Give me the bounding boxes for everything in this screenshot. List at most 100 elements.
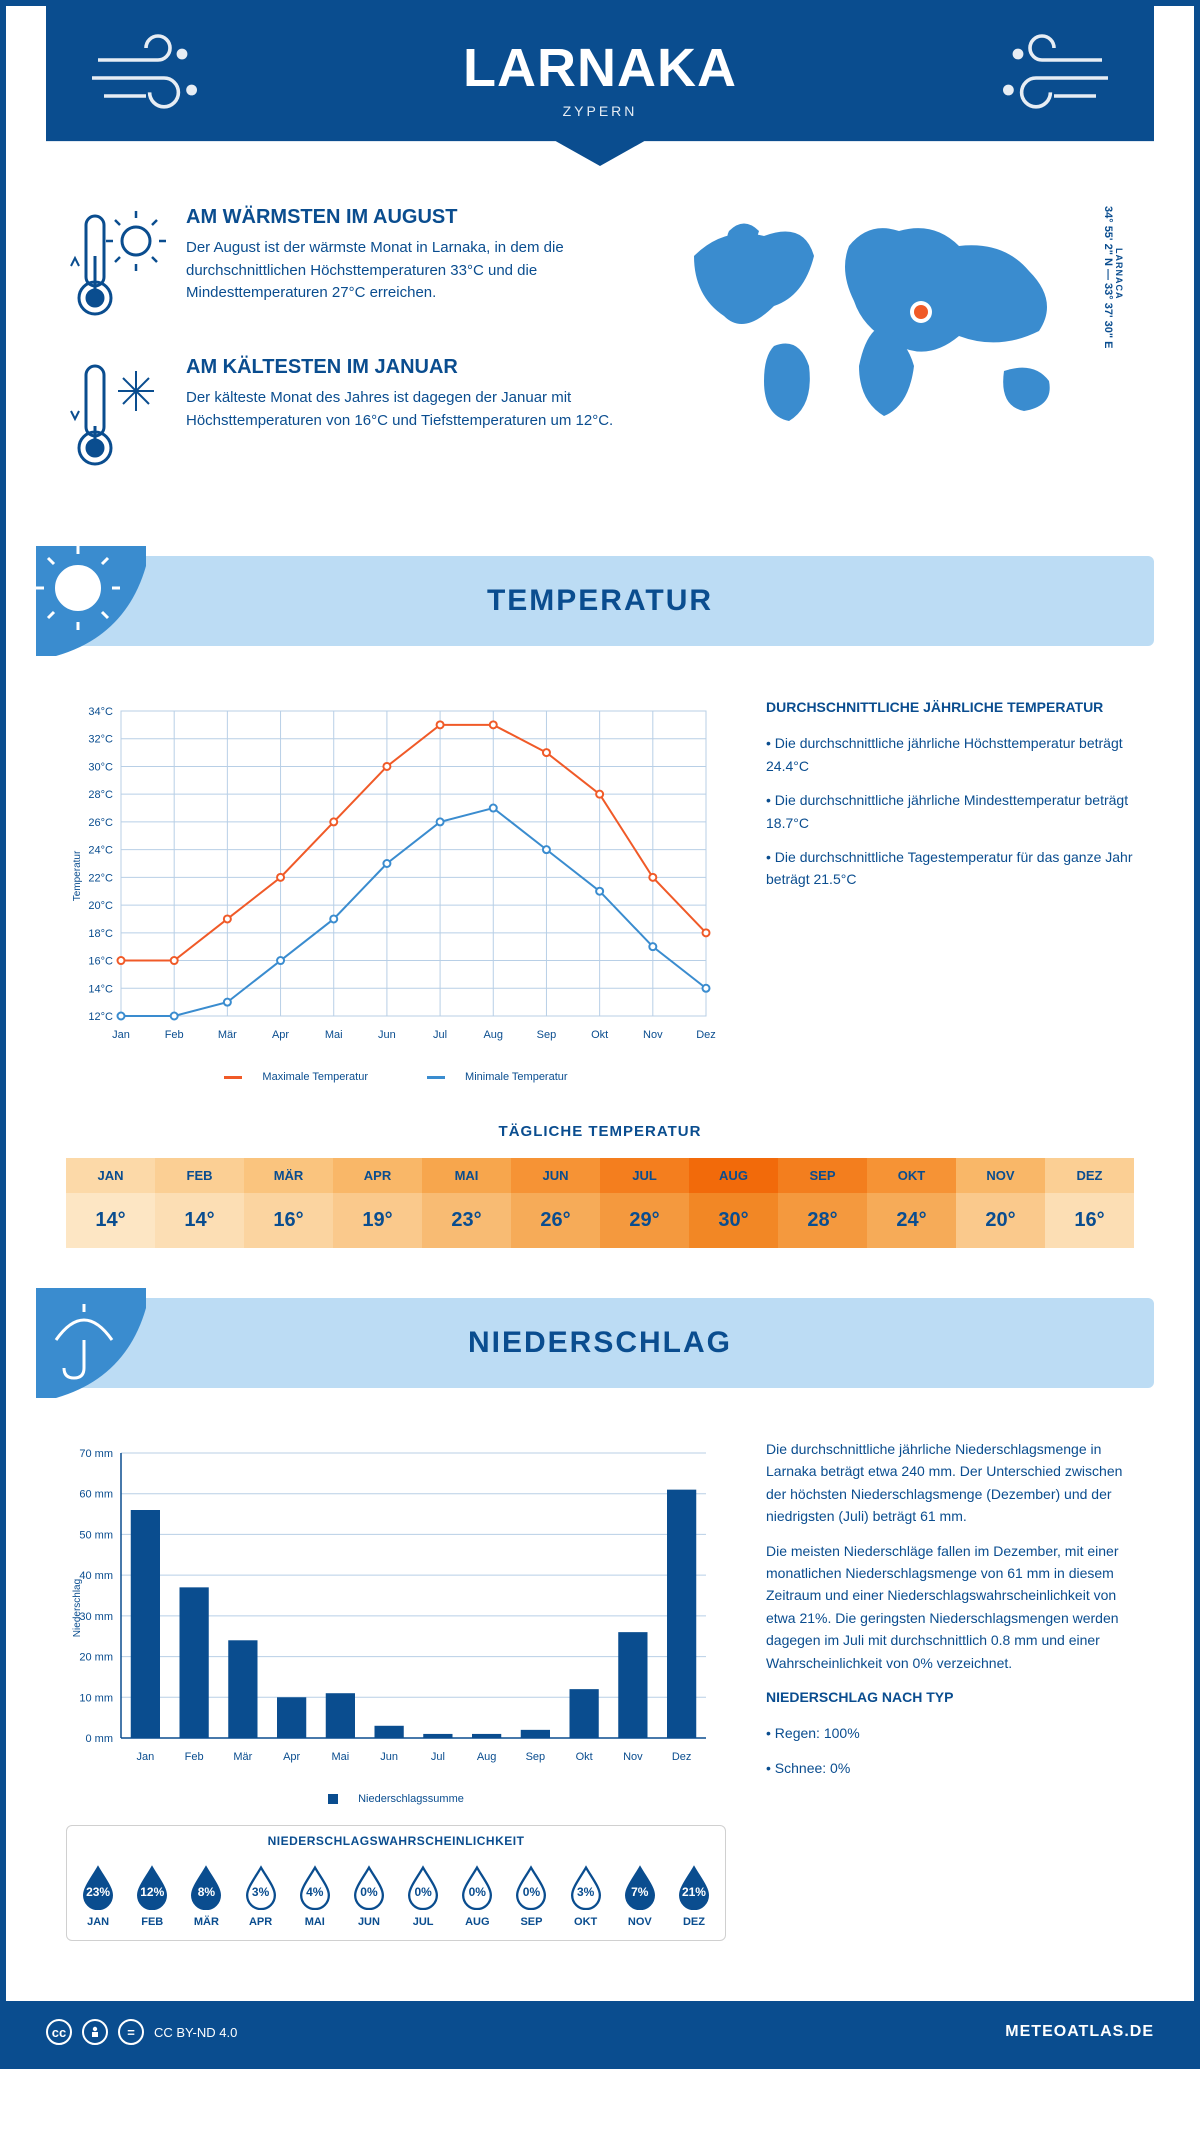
city-title: LARNAKA (206, 37, 994, 99)
license-block: cc = CC BY-ND 4.0 (46, 2019, 237, 2045)
svg-text:34°C: 34°C (88, 706, 113, 718)
temperature-line-chart: 12°C14°C16°C18°C20°C22°C24°C26°C28°C30°C… (66, 696, 726, 1056)
svg-text:Dez: Dez (672, 1751, 692, 1763)
svg-text:14°C: 14°C (88, 983, 113, 995)
thermometer-hot-icon (66, 206, 166, 326)
drop-cell: 23%JAN (71, 1862, 125, 1928)
temperature-content: 12°C14°C16°C18°C20°C22°C24°C26°C28°C30°C… (6, 666, 1194, 1113)
infographic-page: LARNAKA ZYPERN AM WÄRMSTEN IM AUGUST Der… (0, 0, 1200, 2069)
drop-cell: 12%FEB (125, 1862, 179, 1928)
svg-text:10 mm: 10 mm (79, 1692, 113, 1704)
svg-text:30 mm: 30 mm (79, 1611, 113, 1623)
footer: cc = CC BY-ND 4.0 METEOATLAS.DE (6, 2001, 1194, 2063)
header-banner: LARNAKA ZYPERN (46, 0, 1154, 166)
svg-text:12°C: 12°C (88, 1011, 113, 1023)
daily-cell: JUL29° (600, 1158, 689, 1248)
wind-icon-left (86, 30, 206, 126)
daily-cell: JAN14° (66, 1158, 155, 1248)
svg-text:Mai: Mai (332, 1751, 350, 1763)
svg-text:Sep: Sep (526, 1751, 546, 1763)
svg-text:Feb: Feb (185, 1751, 204, 1763)
daily-cell: MAI23° (422, 1158, 511, 1248)
svg-text:26°C: 26°C (88, 817, 113, 829)
drop-cell: 3%APR (234, 1862, 288, 1928)
sun-icon (36, 546, 146, 656)
precipitation-bar-chart: 0 mm10 mm20 mm30 mm40 mm50 mm60 mm70 mmN… (66, 1438, 726, 1778)
daily-cell: JUN26° (511, 1158, 600, 1248)
svg-text:Jul: Jul (433, 1029, 447, 1041)
svg-text:30°C: 30°C (88, 761, 113, 773)
daily-cell: DEZ16° (1045, 1158, 1134, 1248)
svg-text:Jan: Jan (112, 1029, 130, 1041)
svg-text:16°C: 16°C (88, 956, 113, 968)
precip-chart-legend: Niederschlagssumme (66, 1793, 726, 1805)
warmest-block: AM WÄRMSTEN IM AUGUST Der August ist der… (66, 206, 634, 326)
svg-text:Okt: Okt (591, 1029, 608, 1041)
umbrella-icon (36, 1288, 146, 1398)
svg-text:20°C: 20°C (88, 900, 113, 912)
daily-cell: MÄR16° (244, 1158, 333, 1248)
precipitation-section-title: NIEDERSCHLAG (46, 1298, 1154, 1388)
precipitation-side-text: Die durchschnittliche jährliche Niedersc… (766, 1438, 1134, 1941)
svg-text:50 mm: 50 mm (79, 1529, 113, 1541)
svg-text:Jun: Jun (380, 1751, 398, 1763)
svg-text:Niederschlag: Niederschlag (72, 1579, 83, 1637)
svg-text:Nov: Nov (643, 1029, 663, 1041)
precipitation-content: 0 mm10 mm20 mm30 mm40 mm50 mm60 mm70 mmN… (6, 1408, 1194, 1971)
precip-probability-box: NIEDERSCHLAGSWAHRSCHEINLICHKEIT 23%JAN12… (66, 1825, 726, 1941)
daily-cell: SEP28° (778, 1158, 867, 1248)
svg-text:24°C: 24°C (88, 845, 113, 857)
svg-text:60 mm: 60 mm (79, 1489, 113, 1501)
svg-text:Temperatur: Temperatur (72, 850, 83, 901)
svg-text:Jul: Jul (431, 1751, 445, 1763)
drop-cell: 0%AUG (450, 1862, 504, 1928)
coordinates: LARNACA 34° 55' 2" N — 33° 37' 30" E (1102, 206, 1124, 348)
svg-text:Apr: Apr (283, 1751, 300, 1763)
svg-text:40 mm: 40 mm (79, 1570, 113, 1582)
svg-text:Mär: Mär (233, 1751, 252, 1763)
svg-text:Jan: Jan (137, 1751, 155, 1763)
country-subtitle: ZYPERN (206, 103, 994, 119)
drop-cell: 8%MÄR (179, 1862, 233, 1928)
svg-text:70 mm: 70 mm (79, 1448, 113, 1460)
coldest-text: Der kälteste Monat des Jahres ist dagege… (186, 387, 634, 432)
drop-cell: 0%JUN (342, 1862, 396, 1928)
world-map-icon (674, 206, 1094, 446)
svg-text:Mär: Mär (218, 1029, 237, 1041)
svg-text:Mai: Mai (325, 1029, 343, 1041)
warmest-text: Der August ist der wärmste Monat in Larn… (186, 237, 634, 305)
svg-text:18°C: 18°C (88, 928, 113, 940)
cc-icon: cc (46, 2019, 72, 2045)
drop-cell: 21%DEZ (667, 1862, 721, 1928)
daily-cell: APR19° (333, 1158, 422, 1248)
svg-text:Jun: Jun (378, 1029, 396, 1041)
svg-text:Apr: Apr (272, 1029, 289, 1041)
warmest-title: AM WÄRMSTEN IM AUGUST (186, 206, 634, 229)
svg-text:Okt: Okt (576, 1751, 593, 1763)
thermometer-cold-icon (66, 356, 166, 476)
coldest-title: AM KÄLTESTEN IM JANUAR (186, 356, 634, 379)
by-icon (82, 2019, 108, 2045)
wind-icon-right (994, 30, 1114, 126)
daily-cell: NOV20° (956, 1158, 1045, 1248)
svg-text:Dez: Dez (696, 1029, 716, 1041)
daily-temp-title: TÄGLICHE TEMPERATUR (6, 1123, 1194, 1140)
svg-text:32°C: 32°C (88, 734, 113, 746)
temp-chart-legend: Maximale Temperatur Minimale Temperatur (66, 1071, 726, 1083)
svg-text:22°C: 22°C (88, 872, 113, 884)
drop-cell: 7%NOV (613, 1862, 667, 1928)
svg-text:Nov: Nov (623, 1751, 643, 1763)
daily-cell: OKT24° (867, 1158, 956, 1248)
drop-cell: 3%OKT (559, 1862, 613, 1928)
intro-section: AM WÄRMSTEN IM AUGUST Der August ist der… (6, 166, 1194, 536)
svg-text:Sep: Sep (537, 1029, 557, 1041)
daily-temp-table: JAN14°FEB14°MÄR16°APR19°MAI23°JUN26°JUL2… (66, 1158, 1134, 1248)
svg-text:Feb: Feb (165, 1029, 184, 1041)
world-map-block: LARNACA 34° 55' 2" N — 33° 37' 30" E (674, 206, 1134, 506)
drop-cell: 0%SEP (504, 1862, 558, 1928)
temperature-section-title: TEMPERATUR (46, 556, 1154, 646)
coldest-block: AM KÄLTESTEN IM JANUAR Der kälteste Mona… (66, 356, 634, 476)
daily-cell: AUG30° (689, 1158, 778, 1248)
svg-text:Aug: Aug (477, 1751, 497, 1763)
temperature-side-text: DURCHSCHNITTLICHE JÄHRLICHE TEMPERATUR D… (766, 696, 1134, 1083)
